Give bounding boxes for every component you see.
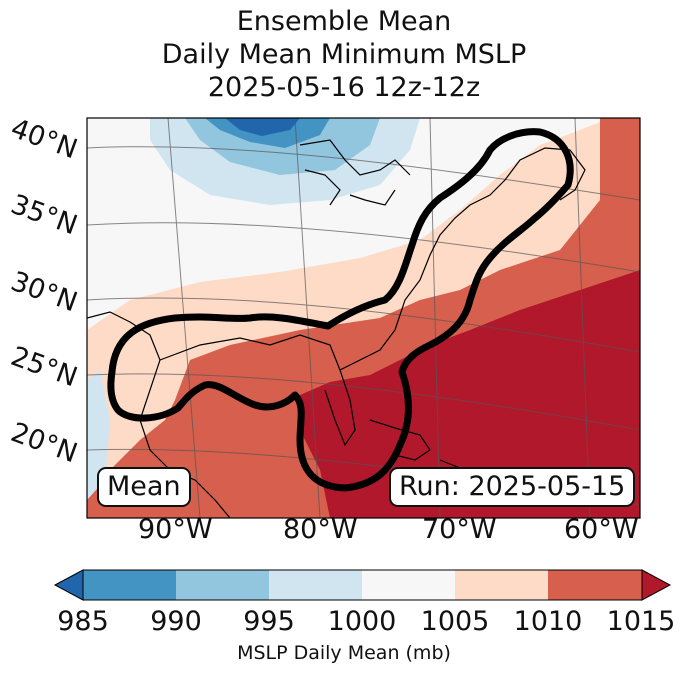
colorbar-seg-3 (269, 570, 362, 600)
colorbar-tick-985: 985 (57, 606, 109, 637)
title-line-2: Daily Mean Minimum MSLP (161, 39, 527, 70)
colorbar-label: MSLP Daily Mean (mb) (237, 642, 451, 664)
graticule (87, 118, 640, 518)
colorbar-tick-990: 990 (150, 606, 202, 637)
map-frame (86, 117, 641, 519)
colorbar-seg-2 (176, 570, 269, 600)
colorbar-seg-1 (83, 570, 176, 600)
colorbar-seg-5 (455, 570, 548, 600)
title-line-1: Ensemble Mean (236, 6, 452, 37)
coastlines (87, 139, 586, 518)
mean-contour (107, 128, 574, 492)
colorbar-tick-995: 995 (243, 606, 295, 637)
colorbar-tick-1005: 1005 (420, 606, 490, 637)
colorbar-seg-6 (548, 570, 642, 600)
lon-label-90: 90°W (138, 514, 213, 545)
lon-label-70: 70°W (422, 514, 497, 545)
colorbar-extend-low (53, 569, 84, 601)
colorbar-tick-1000: 1000 (327, 606, 397, 637)
field-above-1015 (300, 270, 640, 518)
colorbar-tick-1015: 1015 (606, 606, 676, 637)
colorbar-tick-1010: 1010 (513, 606, 583, 637)
colorbar-seg-4 (362, 570, 455, 600)
title-line-3: 2025-05-16 12z-12z (207, 72, 481, 103)
field-below-985 (225, 118, 300, 136)
lon-label-80: 80°W (283, 514, 358, 545)
lon-label-60: 60°W (564, 514, 639, 545)
mean-label: Mean (97, 467, 191, 507)
run-label: Run: 2025-05-15 (389, 467, 636, 507)
colorbar (53, 569, 672, 601)
colorbar-extend-high (641, 569, 672, 601)
